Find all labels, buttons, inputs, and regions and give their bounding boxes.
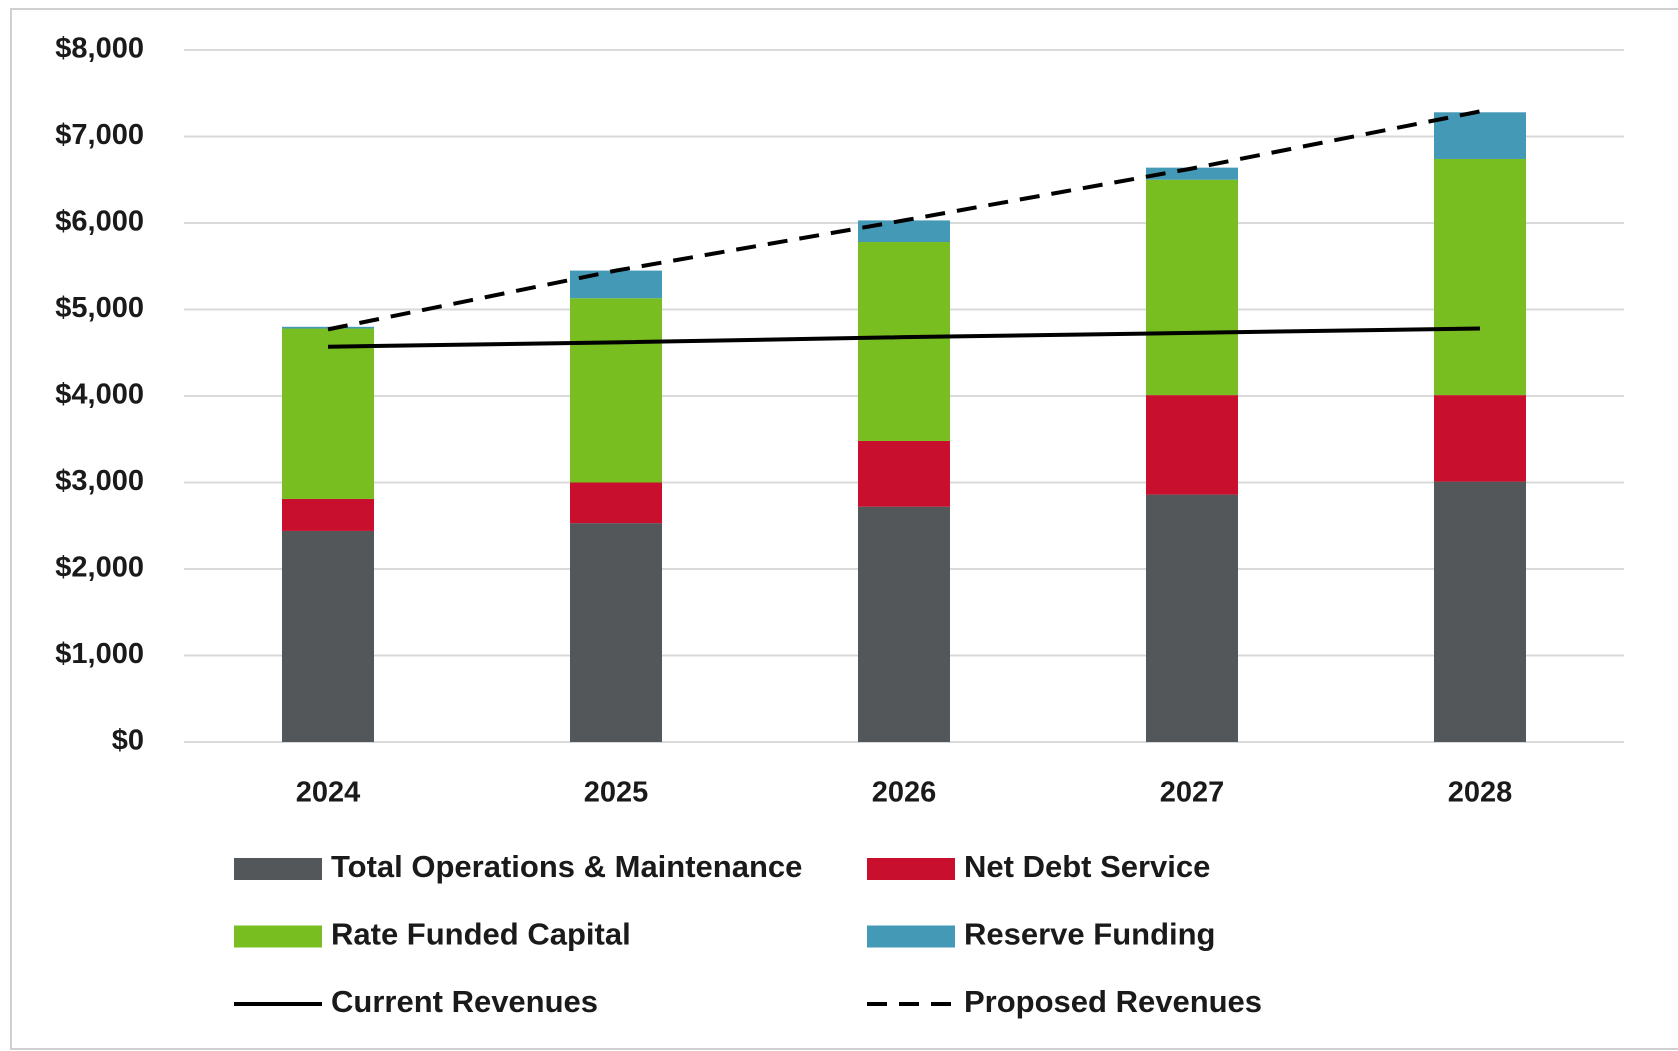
legend-swatch [867,858,955,880]
chart-frame [10,8,1678,1050]
y-tick-label: $1,000 [55,638,144,670]
bar-segment [1434,112,1526,159]
x-tick-label: 2026 [872,777,937,809]
bar-segment [1146,494,1238,742]
bar-segment [1146,179,1238,396]
y-tick-label: $4,000 [55,379,144,411]
bar-segment [1434,481,1526,742]
bar-segment [570,523,662,742]
x-tick-label: 2025 [584,777,649,809]
legend-label: Net Debt Service [964,849,1210,884]
y-tick-label: $8,000 [55,33,144,65]
y-tick-label: $0 [112,725,144,757]
x-tick-label: 2027 [1160,777,1225,809]
bar-segment [858,220,950,243]
y-tick-label: $5,000 [55,292,144,324]
legend-label: Reserve Funding [964,917,1216,952]
bar-segment [282,498,374,531]
y-tick-label: $7,000 [55,119,144,151]
legend-label: Current Revenues [331,984,598,1019]
legend-swatch [867,925,955,948]
bar-segment [570,482,662,524]
legend-label: Rate Funded Capital [331,917,631,952]
bar-segment [858,440,950,507]
bar-segment [1434,395,1526,482]
bar-segment [570,270,662,299]
bar-segment [282,530,374,742]
y-tick-label: $2,000 [55,552,144,584]
bar-segment [1434,158,1526,396]
y-tick-label: $3,000 [55,465,144,497]
x-tick-label: 2028 [1448,777,1513,809]
bar-segment [570,298,662,483]
line-series [327,326,1481,349]
legend-label: Total Operations & Maintenance [331,849,802,884]
x-tick-label: 2024 [296,777,361,809]
bar-segment [1146,395,1238,495]
legend-swatch [234,925,322,948]
bar-segment [282,328,374,499]
y-tick-label: $6,000 [55,206,144,238]
legend-swatch [234,858,322,880]
line-series [327,109,1481,332]
bar-segment [1146,167,1238,180]
legend-label: Proposed Revenues [964,984,1262,1019]
bar-segment [858,506,950,742]
bar-segment [858,242,950,441]
